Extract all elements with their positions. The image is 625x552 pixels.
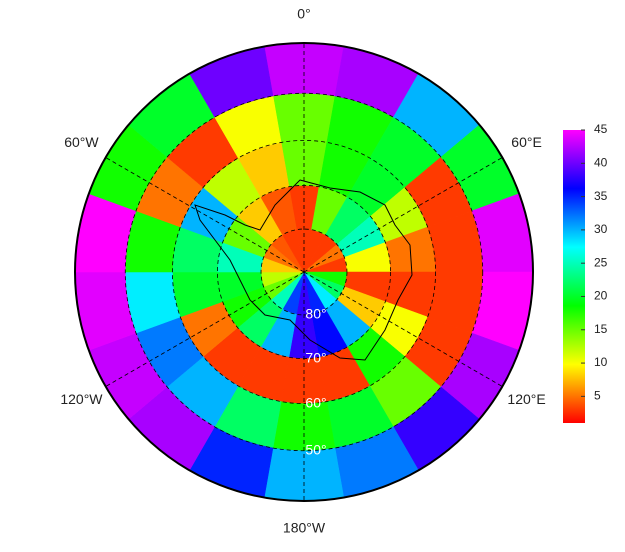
longitude-label: 60°E <box>511 134 542 150</box>
map-border <box>74 42 534 502</box>
meridian <box>105 157 305 273</box>
latitude-label: 60° <box>305 394 326 410</box>
coastline <box>194 179 413 361</box>
latitude-label: 50° <box>305 441 326 457</box>
colorbar: 5 10 15 20 25 30 35 40 45 <box>563 122 608 423</box>
longitude-label: 180°W <box>283 520 326 536</box>
colorbar-label: 5 <box>594 389 601 403</box>
colorbar-label: 30 <box>594 222 608 236</box>
colorbar-label: 20 <box>594 289 608 303</box>
heatmap <box>74 42 534 502</box>
colorbar-label: 45 <box>594 122 608 136</box>
longitude-label: 0° <box>297 6 310 22</box>
colorbar-label: 15 <box>594 322 608 336</box>
colorbar-label: 25 <box>594 255 608 269</box>
longitude-label: 120°W <box>60 391 103 407</box>
graticule: 80° 70° 60° 50° 0° 60°E 120°E 180°W 120°W 60°W <box>60 6 545 536</box>
meridian <box>303 271 503 387</box>
latitude-line <box>260 228 348 316</box>
colorbar-label: 40 <box>594 155 608 169</box>
colorbar-label: 35 <box>594 189 608 203</box>
longitude-label: 120°E <box>507 391 545 407</box>
colorbar-bar <box>563 130 585 423</box>
latitude-label: 70° <box>305 349 326 365</box>
latitude-line <box>172 140 436 404</box>
meridian <box>105 271 305 387</box>
longitude-label: 60°W <box>64 134 99 150</box>
colorbar-label: 10 <box>594 355 608 369</box>
latitude-label: 80° <box>305 306 326 322</box>
meridian <box>303 157 503 273</box>
